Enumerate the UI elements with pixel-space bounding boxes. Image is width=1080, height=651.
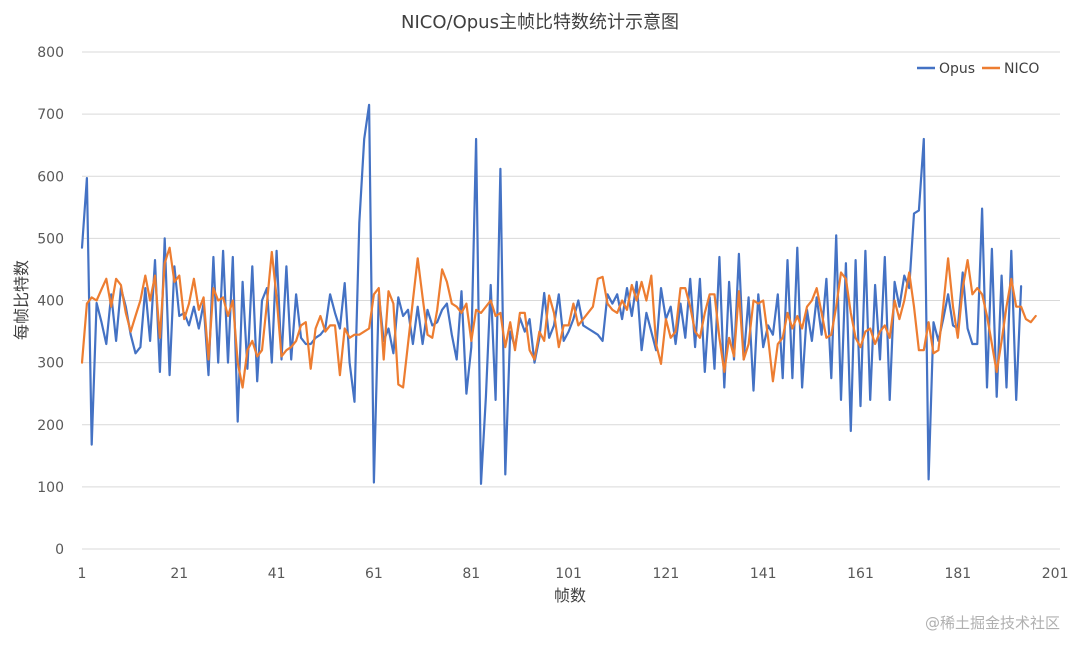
legend: Opus NICO (917, 61, 1039, 77)
y-tick-label: 200 (37, 418, 64, 434)
x-tick-label: 141 (750, 566, 777, 582)
y-axis: 0 100 200 300 400 500 600 700 800 (37, 45, 64, 558)
series-line-nico (80, 246, 1037, 389)
series-lines (80, 103, 1037, 485)
series-line-opus (80, 103, 1023, 485)
y-tick-label: 300 (37, 356, 64, 372)
y-tick-label: 700 (37, 107, 64, 123)
x-tick-label: 101 (555, 566, 582, 582)
y-tick-label: 0 (55, 542, 64, 558)
x-tick-label: 21 (170, 566, 188, 582)
y-tick-label: 400 (37, 294, 64, 310)
x-tick-label: 1 (78, 566, 87, 582)
x-tick-label: 181 (944, 566, 971, 582)
legend-label-nico: NICO (1004, 61, 1039, 77)
y-tick-label: 800 (37, 45, 64, 61)
y-axis-title: 每帧比特数 (12, 260, 31, 340)
x-tick-label: 61 (365, 566, 383, 582)
y-tick-label: 600 (37, 169, 64, 185)
y-tick-label: 500 (37, 231, 64, 247)
x-axis: 1 21 41 61 81 101 121 141 161 181 201 (78, 566, 1069, 582)
y-tick-label: 100 (37, 480, 64, 496)
chart-title: NICO/Opus主帧比特数统计示意图 (401, 12, 679, 33)
x-tick-label: 81 (462, 566, 480, 582)
x-tick-label: 41 (268, 566, 286, 582)
x-axis-title: 帧数 (554, 586, 586, 605)
x-tick-label: 121 (653, 566, 680, 582)
x-tick-label: 201 (1042, 566, 1069, 582)
legend-label-opus: Opus (939, 61, 975, 77)
watermark-text: @稀土掘金技术社区 (925, 614, 1060, 632)
x-tick-label: 161 (847, 566, 874, 582)
